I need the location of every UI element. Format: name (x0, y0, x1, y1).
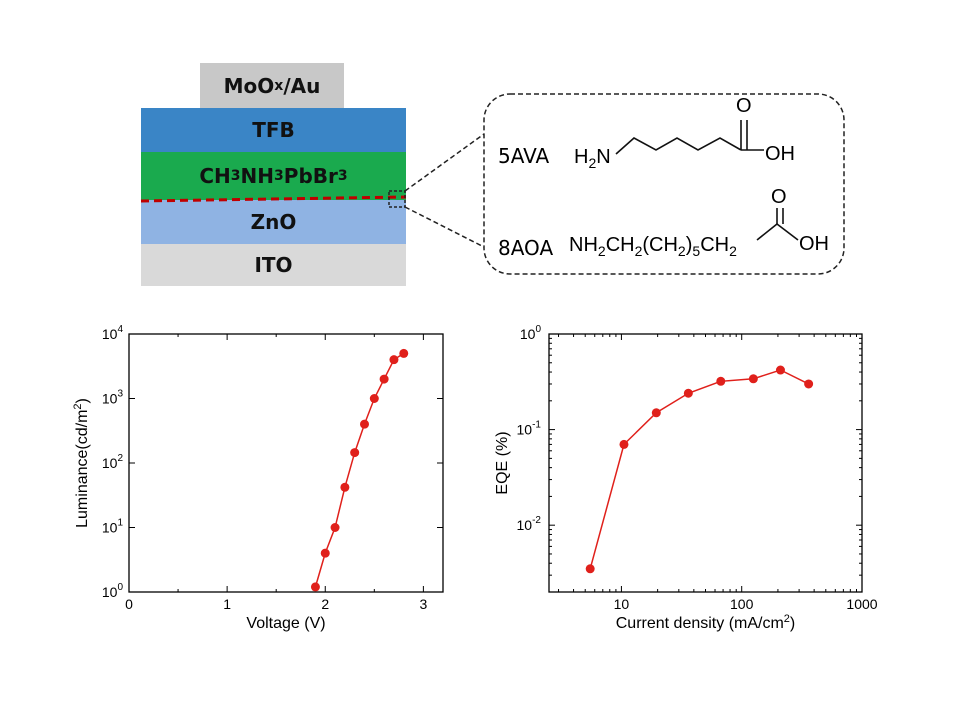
perov-nh: NH (240, 164, 275, 188)
y-axis-label: Luminance(cd/m2) (72, 398, 91, 528)
perov-pbbr: PbBr (283, 164, 338, 188)
data-point (320, 548, 330, 558)
data-point (360, 419, 369, 429)
data-point (350, 448, 360, 458)
series-line (314, 352, 405, 588)
5ava-h: H (574, 146, 589, 168)
molecule-5ava-name: 5AVA (498, 144, 550, 168)
layer-moox-tail: /Au (283, 73, 321, 98)
molecule-8aoa-chain: NH2CH2(CH2)5CH2 (569, 234, 737, 259)
plot-frame (548, 333, 863, 593)
layer-ito-label: ITO (254, 253, 293, 277)
data-point (330, 523, 340, 532)
molecule-5ava-o: O (736, 95, 752, 117)
data-point (399, 348, 409, 358)
y-tick-label: 102 (102, 453, 124, 471)
perov-pbbr-sub: 3 (337, 168, 348, 184)
layer-ito: ITO (141, 244, 406, 286)
8aoa-ch-end-sub: 2 (729, 243, 737, 259)
molecule-5ava-amine: H2N (574, 146, 611, 171)
8aoa-nh: NH (569, 234, 598, 256)
layer-zno-label: ZnO (250, 210, 297, 234)
layer-moox-sub: x (274, 77, 284, 94)
y-tick-label: 10-2 (517, 515, 542, 533)
data-point (683, 388, 693, 398)
8aoa-ch-sub: 2 (634, 243, 643, 259)
layer-zno: ZnO (141, 200, 406, 244)
molecule-8aoa-oh: OH (799, 233, 829, 255)
data-point (585, 564, 595, 574)
8aoa-ch-end: CH (700, 234, 730, 256)
data-point (369, 394, 379, 403)
data-point (340, 482, 350, 492)
series-line (589, 369, 809, 569)
8aoa-close-paren: ) (685, 234, 693, 256)
8aoa-repeat-sub: 5 (692, 243, 701, 259)
8aoa-paren-sub: 2 (677, 243, 686, 259)
x-tick-label: 100 (730, 596, 754, 612)
data-point (389, 355, 399, 365)
layer-tfb-label: TFB (252, 118, 295, 142)
x-tick-label: 1000 (846, 596, 877, 612)
data-point (775, 365, 785, 375)
layer-moox-label: MoO (223, 73, 275, 98)
8aoa-ch: CH (605, 234, 635, 256)
5ava-n: N (596, 146, 611, 168)
y-axis-label: EQE (%) (494, 431, 511, 494)
x-tick-label: 3 (419, 596, 427, 612)
molecule-8aoa-name: 8AOA (498, 236, 554, 260)
x-tick-label: 10 (614, 596, 630, 612)
y-tick-label: 103 (102, 389, 124, 407)
8aoa-nh-sub: 2 (597, 243, 606, 259)
perov-ch-sub: 3 (230, 168, 241, 184)
y-tick-label: 104 (102, 324, 124, 342)
perov-nh-sub: 3 (274, 168, 284, 184)
8aoa-paren-ch: (CH (642, 234, 678, 256)
5ava-h-sub: 2 (588, 155, 597, 171)
x-axis-label: Voltage (V) (246, 615, 325, 632)
data-point (651, 408, 661, 418)
data-point (310, 582, 320, 592)
layer-perovskite: CH 3 NH 3 PbBr 3 (141, 152, 406, 200)
x-tick-label: 1 (223, 596, 231, 612)
y-tick-label: 100 (102, 582, 124, 600)
perov-ch: CH (199, 164, 231, 188)
data-point (748, 374, 758, 384)
x-tick-label: 2 (321, 596, 329, 612)
data-point (619, 439, 629, 449)
x-axis-label: Current density (mA/cm2) (616, 613, 796, 632)
layer-moox-au: MoO x/Au (200, 63, 344, 108)
x-tick-label: 0 (125, 596, 133, 612)
molecule-8aoa-o: O (771, 186, 787, 208)
data-point (379, 374, 389, 384)
y-tick-label: 100 (520, 324, 542, 342)
molecule-5ava-oh: OH (765, 143, 795, 165)
data-point (716, 376, 726, 386)
data-point (804, 379, 814, 389)
y-tick-label: 101 (102, 518, 124, 536)
layer-tfb: TFB (141, 108, 406, 152)
y-tick-label: 10-1 (517, 420, 542, 438)
